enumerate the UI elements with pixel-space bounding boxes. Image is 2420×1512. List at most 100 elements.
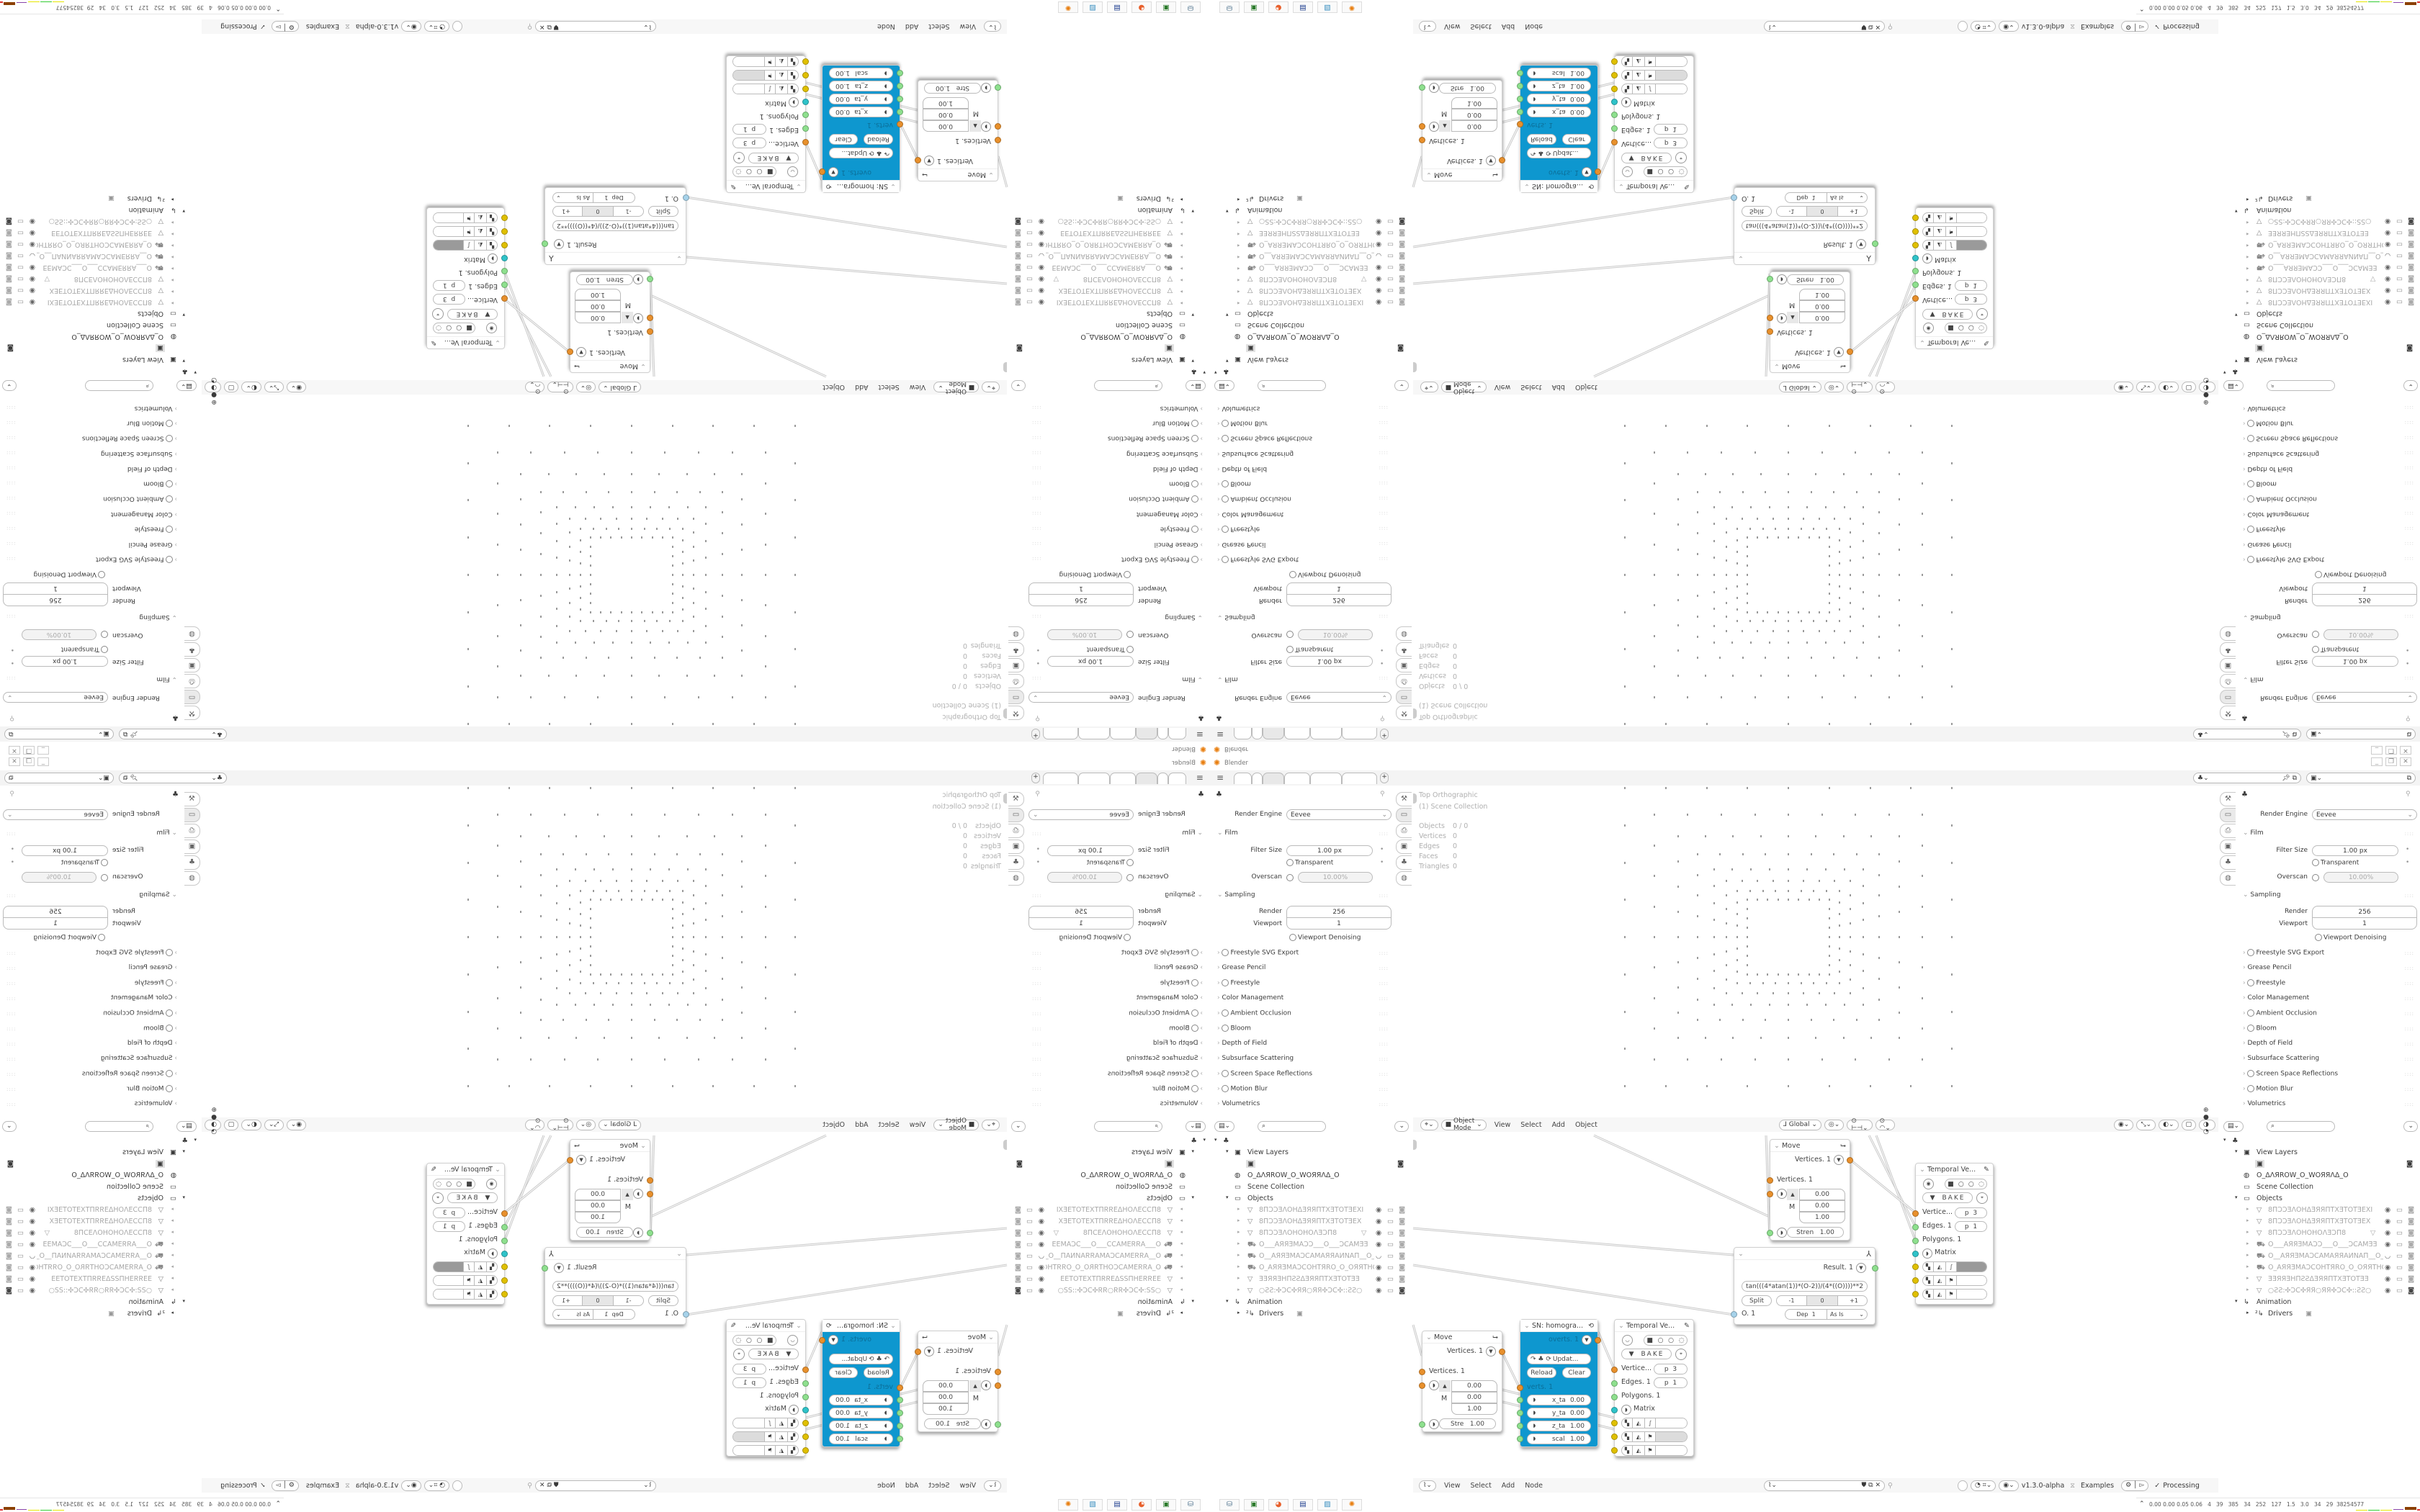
param-field-z_ta[interactable]: ◗ z_ta 1.00 bbox=[829, 81, 893, 91]
drag-grip-icon[interactable]: :::: bbox=[1031, 831, 1041, 837]
checkbox-icon[interactable] bbox=[1222, 979, 1229, 986]
script-node-homography[interactable]: ⌄ SN: homogra... ⟲ overts. 1 ▼ ↷ ♣ ⟳ Updat… bbox=[819, 1319, 903, 1447]
style-icon[interactable]: ⚑ bbox=[764, 1446, 775, 1455]
checkbox-icon[interactable] bbox=[165, 949, 173, 956]
color-row[interactable]: ▚ ◭ ⚑ bbox=[732, 1445, 799, 1456]
section-grease-pencil[interactable]: › Grease Pencil bbox=[129, 541, 177, 548]
proportional-edit-toggle[interactable]: ⊙ ◠⌄ bbox=[525, 380, 545, 395]
overscan-field[interactable]: 10.00% bbox=[2323, 629, 2398, 640]
render-tab-icon[interactable]: ▭ bbox=[1396, 690, 1412, 704]
param-field-scal[interactable]: ◗ scal 1.00 bbox=[829, 68, 893, 78]
film-section-header[interactable]: ⌄ Film bbox=[4, 675, 177, 683]
script-node-homography[interactable]: ⌄ SN: homogra... ⟲ overts. 1 ▼ ↷ ♣ ⟳ Updat… bbox=[1517, 1319, 1601, 1447]
render-samples-field[interactable]: 256 bbox=[2312, 594, 2417, 606]
drivers-row[interactable]: ▸ ²↳ Drivers ▣ bbox=[0, 192, 201, 204]
collapse-icon[interactable]: ⌄ bbox=[1919, 1165, 1927, 1174]
render-camera-icon[interactable]: ◙ bbox=[5, 275, 12, 283]
result-output-socket[interactable] bbox=[542, 1265, 548, 1272]
link-icon[interactable]: ◗ bbox=[1922, 253, 1932, 264]
color-row[interactable]: ▚ ◭ ∫ bbox=[433, 240, 498, 251]
render-camera-icon[interactable]: ◙ bbox=[5, 229, 12, 237]
expand-icon[interactable]: ▸ bbox=[171, 1264, 174, 1269]
section-ambient-occlusion[interactable]: › Ambient Occlusion bbox=[2243, 1009, 2317, 1017]
snap-toggle[interactable]: ⊙ ⊢⊣⌄ bbox=[1847, 380, 1873, 395]
transparent-checkbox[interactable]: Transparent bbox=[1087, 646, 1134, 653]
vector-x[interactable]: 0.00 bbox=[575, 1189, 621, 1200]
link-icon[interactable]: ◗ bbox=[981, 1380, 991, 1390]
depth-field[interactable]: Dep 1 As Is ⌄ bbox=[1785, 192, 1868, 203]
expand-icon[interactable]: ▸ bbox=[1180, 1229, 1183, 1235]
render-engine-dropdown[interactable]: Eevee ⌄ bbox=[1286, 809, 1392, 820]
vector-x[interactable]: 0.00 bbox=[923, 1380, 969, 1392]
filter-dropdown[interactable]: ⌄ bbox=[2, 1120, 17, 1132]
drag-grip-icon[interactable]: :::: bbox=[6, 1102, 16, 1107]
step-minus-button[interactable]: -1 bbox=[1777, 1296, 1807, 1305]
collapse-icon[interactable]: ⌄ bbox=[638, 362, 646, 371]
depth-field[interactable]: Dep 1 As Is ⌄ bbox=[1785, 1309, 1868, 1320]
fake-user-icon[interactable]: ⛊ ⧉ ✕ bbox=[539, 1482, 559, 1489]
drag-grip-icon[interactable]: :::: bbox=[1031, 526, 1041, 531]
vertices-input-socket[interactable] bbox=[1912, 1210, 1919, 1217]
node-header[interactable]: ⌄ ⅄ bbox=[545, 1248, 686, 1260]
drag-grip-icon[interactable]: :::: bbox=[1379, 420, 1389, 426]
scene-tab-icon[interactable]: ♣ bbox=[184, 855, 200, 870]
drag-grip-icon[interactable]: :::: bbox=[6, 966, 16, 971]
transparent-checkbox[interactable]: Transparent bbox=[2312, 646, 2359, 653]
drag-grip-icon[interactable]: :::: bbox=[6, 541, 16, 546]
node-header[interactable]: ⌄ SN: homogra... ⟲ bbox=[823, 180, 900, 192]
checkbox-icon[interactable] bbox=[2247, 1085, 2255, 1092]
view-layer-tab-icon[interactable]: ▣ bbox=[1396, 658, 1412, 672]
link-icon[interactable]: ◗ bbox=[1530, 1421, 1539, 1431]
view-layer-tab-icon[interactable]: ▣ bbox=[184, 658, 200, 672]
drag-grip-icon[interactable]: :::: bbox=[1379, 831, 1389, 837]
eye-icon[interactable]: ◉ bbox=[1376, 1275, 1382, 1283]
section-freestyle[interactable]: › Freestyle bbox=[1217, 526, 1260, 533]
link-icon[interactable]: ◗ bbox=[1621, 1405, 1631, 1415]
shade-icon[interactable]: ◭ bbox=[1934, 227, 1946, 236]
eye-icon[interactable]: ◉ bbox=[29, 1241, 35, 1248]
render-camera-icon[interactable]: ◙ bbox=[5, 1287, 12, 1295]
floppy-64-icon[interactable]: ▤ bbox=[1107, 1, 1127, 13]
processing-toggle[interactable]: Processing bbox=[220, 1481, 257, 1490]
style-icon[interactable]: ⚑ bbox=[1645, 57, 1656, 66]
vertices-input-socket[interactable] bbox=[995, 137, 1001, 143]
style-icon[interactable]: ∫ bbox=[764, 84, 775, 94]
view-layer-tab-icon[interactable]: ▣ bbox=[2220, 658, 2236, 672]
expand-icon[interactable]: ▸ bbox=[2246, 266, 2249, 271]
drag-grip-icon[interactable]: :::: bbox=[1031, 893, 1041, 899]
tool-tab-icon[interactable]: ⚒ bbox=[1008, 792, 1024, 806]
workspace-tab[interactable] bbox=[1252, 773, 1263, 784]
link-icon[interactable]: ◗ bbox=[881, 68, 890, 78]
scene-collection-row[interactable]: ▭ Scene Collection bbox=[1210, 319, 1412, 330]
color-row[interactable]: ▚ ◭ ∫ bbox=[1922, 240, 1987, 251]
formula-expression-field[interactable]: tan(((4*atan(1))*(O-2))/(4*((O))))**2 bbox=[1742, 1281, 1868, 1292]
section-freestyle[interactable]: › Freestyle bbox=[2243, 979, 2285, 987]
node-header[interactable]: ⌄ Temporal Ve... ✎ bbox=[727, 1320, 805, 1332]
pivot-dropdown[interactable]: ◎⌄ bbox=[575, 382, 596, 393]
animation-row[interactable]: ▾ ↳ Animation bbox=[1008, 1297, 1210, 1308]
expand-icon[interactable]: ▸ bbox=[1237, 1241, 1240, 1246]
region-toggle[interactable] bbox=[1413, 362, 1417, 372]
keyframe-dot-icon[interactable]: • bbox=[1036, 859, 1040, 866]
checkbox-icon[interactable] bbox=[165, 1085, 173, 1092]
link-icon[interactable]: ◗ bbox=[881, 1421, 890, 1431]
move-node-bottom[interactable]: ⌄ Move ⮡ Vertices. 1 ▼ Vertices. 1 ◗ ▲ M … bbox=[915, 80, 1001, 181]
style-icon[interactable]: ∫ bbox=[1946, 1262, 1957, 1272]
display-mode-dropdown[interactable]: ▤⌄ bbox=[2223, 1120, 2244, 1132]
drag-grip-icon[interactable]: :::: bbox=[2404, 893, 2414, 899]
overlay-dropdown[interactable]: ◐⌄ bbox=[2159, 382, 2179, 393]
expand-icon[interactable]: ▸ bbox=[171, 300, 174, 306]
render-camera-icon[interactable]: ◙ bbox=[2408, 287, 2415, 294]
shade-icon[interactable]: ◭ bbox=[1934, 1276, 1946, 1285]
pin-icon[interactable]: ⚲ bbox=[2406, 714, 2411, 721]
section-screen-space-reflections[interactable]: › Screen Space Reflections bbox=[1108, 1070, 1203, 1078]
checkbox-icon[interactable] bbox=[2247, 495, 2255, 503]
render-camera-icon[interactable]: ◙ bbox=[2406, 344, 2414, 352]
collapse-icon[interactable]: ⌄ bbox=[888, 1321, 896, 1330]
script-node-homography[interactable]: ⌄ SN: homogra... ⟲ overts. 1 ▼ ↷ ♣ ⟳ Updat… bbox=[1517, 65, 1601, 193]
display-mode-buttons[interactable]: ■ ○ ○ ◌ bbox=[732, 1335, 776, 1346]
hide-icon[interactable]: ◡ bbox=[1622, 166, 1633, 177]
strength-field[interactable]: Stren 1.00 bbox=[1787, 1227, 1844, 1238]
drag-grip-icon[interactable]: :::: bbox=[2404, 1011, 2414, 1017]
workspace-tab-active[interactable] bbox=[1263, 773, 1284, 784]
